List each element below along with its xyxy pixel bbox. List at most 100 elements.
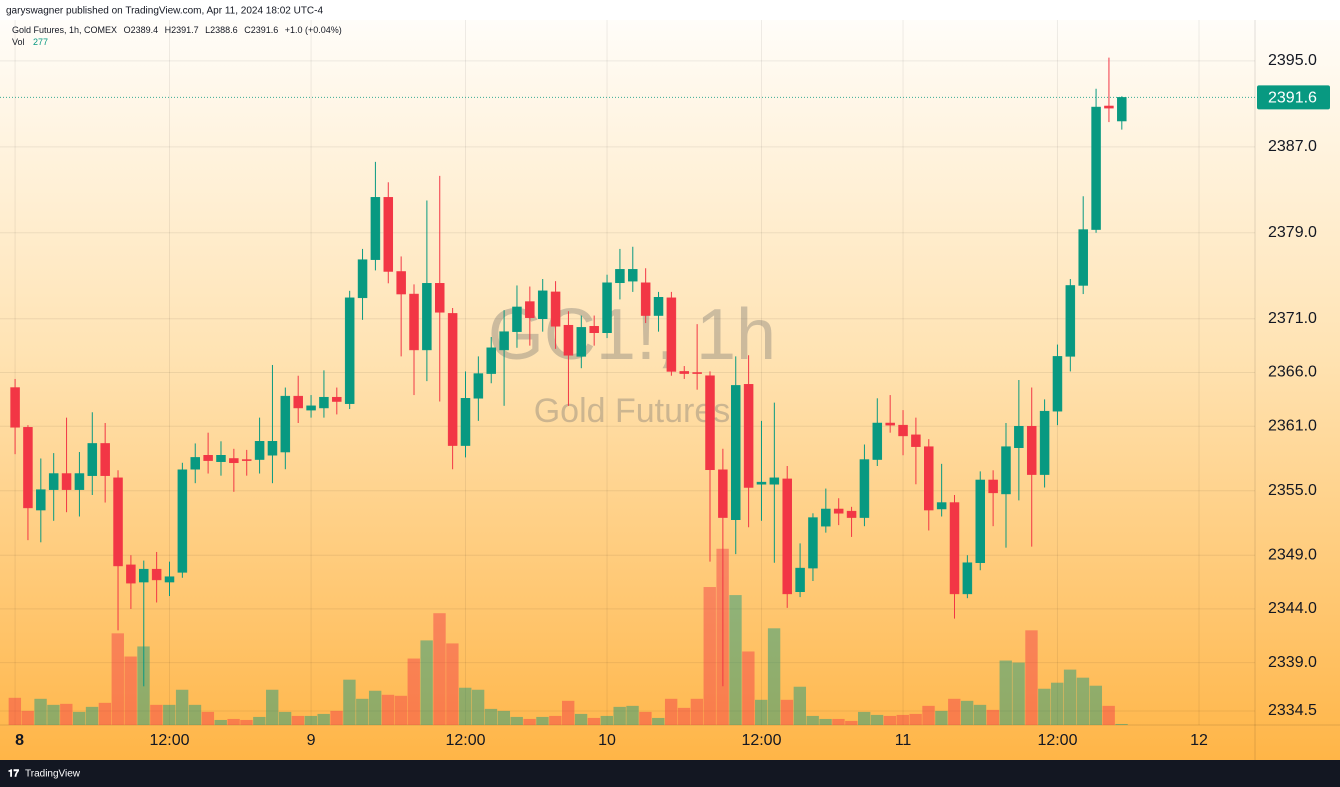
candle-layer <box>0 57 1255 687</box>
candle-body <box>936 502 947 510</box>
candle-body <box>1065 285 1076 357</box>
candle-body <box>447 313 458 446</box>
watermark-symbol: GC1!, 1h <box>488 295 776 375</box>
watermark-name: Gold Futures <box>534 392 731 430</box>
volume-label: Vol <box>12 37 25 47</box>
x-tick-label: 12:00 <box>149 732 189 749</box>
candle-body <box>61 473 72 490</box>
volume-bar <box>664 698 678 725</box>
volume-bar <box>34 698 47 725</box>
volume-bar <box>356 698 369 725</box>
candle-body <box>23 427 33 509</box>
candle-body <box>319 396 329 409</box>
candle-body <box>241 459 252 461</box>
volume-bar <box>266 689 279 725</box>
candle-body <box>396 271 406 295</box>
candle-body <box>370 197 381 260</box>
footer-brand: TradingView <box>25 769 81 780</box>
candle-body <box>898 424 908 437</box>
volume-bar <box>317 713 330 725</box>
volume-bar <box>948 698 961 725</box>
legend-close: C2391.6 <box>244 25 278 35</box>
legend-title: Gold Futures, 1h, COMEX <box>12 25 117 35</box>
candle-body <box>357 259 368 299</box>
legend-low: L2388.6 <box>205 25 238 35</box>
volume-value: 277 <box>33 37 48 47</box>
volume-bar <box>420 640 433 725</box>
candle-body <box>911 434 921 447</box>
candle-body <box>537 290 548 320</box>
volume-layer <box>8 548 1128 725</box>
volume-bar <box>8 697 22 725</box>
volume-bar <box>1012 662 1025 725</box>
candle-body <box>74 473 85 490</box>
candle-body <box>126 564 136 584</box>
volume-bar <box>845 720 858 725</box>
legend: Gold Futures, 1h, COMEX O2389.4 H2391.7 … <box>12 25 342 35</box>
y-tick-label: 2339.0 <box>1268 654 1317 671</box>
volume-bar <box>613 706 626 725</box>
volume-bar <box>806 715 819 725</box>
candle-body <box>1052 356 1063 412</box>
header-bar <box>0 0 1340 20</box>
volume-bar <box>446 643 459 725</box>
axes: 2395.0 2387.0 2379.0 2371.0 2366.0 2361.0 2355… <box>15 52 1330 749</box>
candle-body <box>1117 97 1127 122</box>
y-tick-label: 2334.5 <box>1268 702 1317 719</box>
volume-bar <box>343 679 356 725</box>
volume-bar <box>652 717 665 725</box>
candle-body <box>512 306 522 332</box>
x-tick-label: 10 <box>598 732 616 749</box>
candle-body <box>460 398 471 446</box>
volume-bar <box>960 700 974 725</box>
volume-bar <box>278 711 292 725</box>
volume-bar <box>47 704 60 725</box>
candle-body <box>113 477 123 567</box>
volume-bar <box>574 713 588 725</box>
volume-bar <box>729 595 742 725</box>
candle-body <box>486 347 496 374</box>
x-tick-label: 12 <box>1190 732 1208 749</box>
volume-bar <box>433 613 446 725</box>
x-tick-label: 11 <box>895 732 912 749</box>
volume-bar <box>909 713 922 725</box>
volume-bar <box>536 716 549 725</box>
y-tick-label: 2395.0 <box>1268 52 1317 69</box>
volume-bar <box>330 710 343 725</box>
volume-bar <box>291 715 305 725</box>
candle-body <box>730 385 741 520</box>
volume-bar <box>857 711 871 725</box>
candle-body <box>229 458 239 464</box>
volume-bar <box>150 704 163 725</box>
y-tick-label: 2349.0 <box>1268 546 1317 563</box>
volume-bar <box>368 690 382 725</box>
candle-body <box>756 481 767 485</box>
y-tick-label: 2355.0 <box>1268 482 1317 499</box>
volume-bar <box>407 658 420 725</box>
candle-body <box>1104 105 1114 109</box>
y-tick-label: 2344.0 <box>1268 600 1317 617</box>
candle-body <box>666 297 677 372</box>
volume-bar <box>922 705 935 725</box>
candle-body <box>692 372 702 374</box>
volume-bar <box>459 687 472 725</box>
volume-bar <box>793 686 807 725</box>
chart-background <box>0 20 1340 760</box>
candle-body <box>151 568 162 581</box>
volume-bar <box>227 718 240 725</box>
volume-bar <box>562 700 575 725</box>
candle-body <box>576 327 587 357</box>
volume-legend: Vol 277 <box>12 37 48 47</box>
volume-bar <box>201 711 215 725</box>
volume-bar <box>72 711 86 725</box>
candle-body <box>190 457 200 470</box>
publisher: garyswagner published on TradingView.com… <box>6 6 323 17</box>
x-tick-label: 12:00 <box>741 732 781 749</box>
legend-open: O2389.4 <box>124 25 159 35</box>
volume-bar <box>510 716 523 725</box>
candle-body <box>87 443 98 476</box>
candle-body <box>988 479 998 494</box>
x-tick-label: 12:00 <box>1037 732 1077 749</box>
volume-bar <box>188 704 202 725</box>
